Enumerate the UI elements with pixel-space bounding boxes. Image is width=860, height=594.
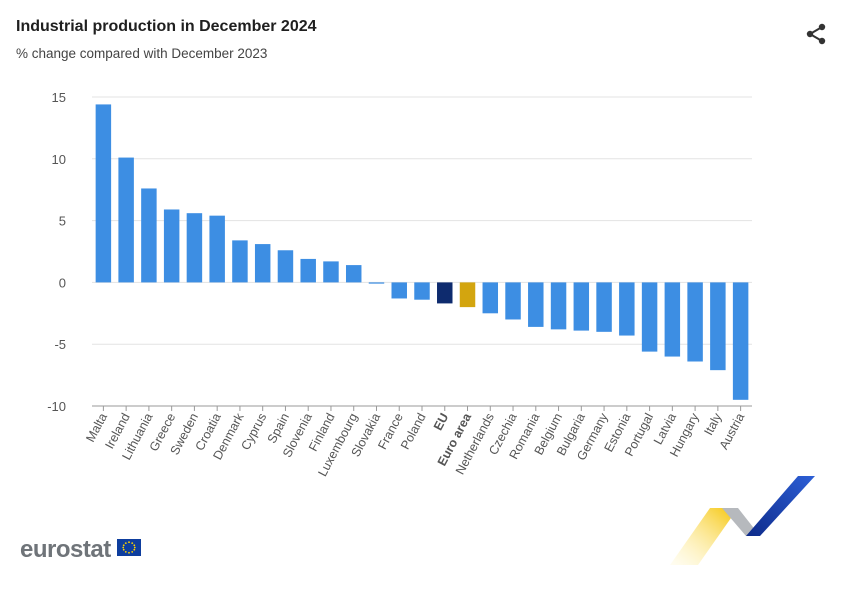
bar-ireland (118, 157, 134, 283)
bar-spain (277, 250, 294, 283)
bar-germany (596, 282, 612, 332)
bar-hungary (687, 282, 703, 362)
bar-czechia (505, 282, 521, 320)
share-icon[interactable] (804, 22, 828, 46)
bar-poland (414, 282, 430, 300)
y-tick-label: -10 (47, 399, 66, 414)
bar-euro-area (459, 282, 476, 308)
bar-latvia (664, 282, 681, 357)
bar-greece (163, 209, 180, 283)
bar-belgium (550, 282, 567, 330)
bar-bulgaria (573, 282, 590, 331)
y-tick-label: 5 (59, 214, 66, 229)
bar-croatia (209, 215, 225, 283)
bar-france (391, 282, 407, 299)
bar-portugal (641, 282, 658, 352)
bar-italy (710, 282, 726, 371)
bar-eu (437, 282, 453, 304)
bar-slovenia (300, 258, 316, 283)
y-tick-label: 0 (59, 275, 66, 290)
bar-netherlands (482, 282, 499, 314)
x-tick-label: EU (431, 411, 452, 433)
chart-title: Industrial production in December 2024 (16, 18, 317, 35)
eu-flag-icon (117, 539, 141, 556)
bar-slovakia (368, 282, 385, 284)
bar-sweden (186, 213, 203, 283)
y-tick-label: 10 (52, 152, 66, 167)
bar-finland (323, 261, 339, 283)
bar-cyprus (254, 244, 271, 283)
bar-luxembourg (345, 265, 362, 283)
eurostat-logo: eurostat (20, 536, 111, 563)
x-tick-label: Italy (701, 410, 724, 437)
decorative-ribbon-graphic (660, 470, 820, 570)
bar-malta (95, 104, 112, 283)
bar-denmark (232, 240, 248, 283)
chart-subtitle: % change compared with December 2023 (16, 46, 268, 61)
bar-estonia (619, 282, 635, 336)
bar-lithuania (141, 188, 157, 283)
y-tick-label: -5 (54, 337, 66, 352)
bar-austria (732, 282, 749, 400)
bar-romania (528, 282, 544, 327)
y-tick-label: 15 (52, 90, 66, 105)
